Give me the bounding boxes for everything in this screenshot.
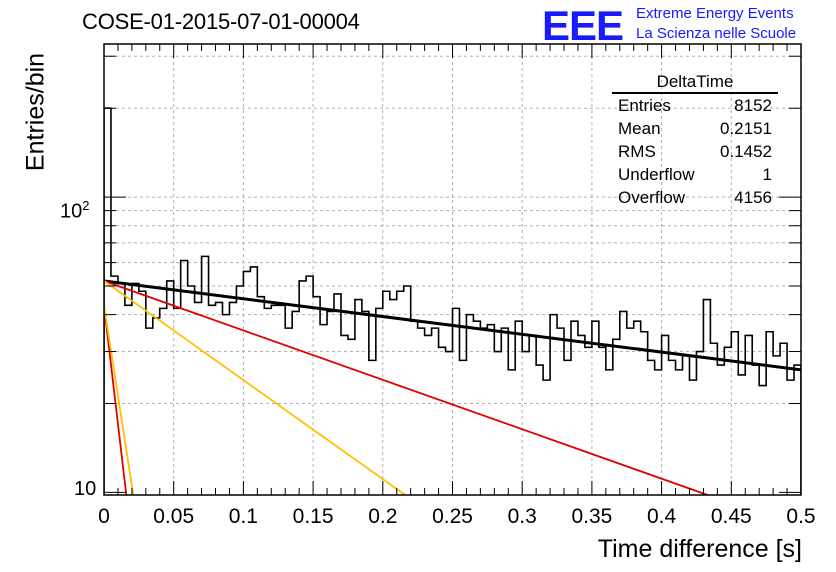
logo-caption-line2: La Scienza nelle Scuole <box>636 25 797 42</box>
x-tick-label: 0.3 <box>508 505 537 528</box>
stats-box: DeltaTime Entries 8152 Mean 0.2151 RMS 0.14… <box>612 72 778 209</box>
stats-value: 0.1452 <box>720 142 772 161</box>
fit-line-medium <box>104 280 406 495</box>
stats-value: 0.2151 <box>720 119 772 138</box>
x-axis-label: Time difference [s] <box>597 535 802 563</box>
logo-caption-line1: Extreme Energy Events <box>636 5 794 22</box>
stats-row-entries: Entries 8152 <box>612 94 778 117</box>
y-axis-label: Entries/bin <box>21 52 50 172</box>
fit-line-total <box>104 279 801 372</box>
fit-line-slow <box>104 280 708 495</box>
fit-line-fast-red <box>104 305 128 495</box>
fit-line-fast-orange <box>104 305 135 495</box>
stats-row-underflow: Underflow 1 <box>612 163 778 186</box>
x-tick-label: 0.25 <box>432 505 473 528</box>
x-tick-label: 0.15 <box>293 505 334 528</box>
x-tick-label: 0.4 <box>647 505 677 528</box>
x-tick-label: 0.45 <box>711 505 752 528</box>
stats-label: Entries <box>618 96 671 115</box>
stats-label: RMS <box>618 142 656 161</box>
plot-title: COSE-01-2015-07-01-00004 <box>82 9 360 34</box>
x-tick-label: 0.35 <box>571 505 612 528</box>
x-tick-label: 0.5 <box>786 505 815 528</box>
x-tick-label: 0.05 <box>153 505 194 528</box>
x-tick-label: 0 <box>98 505 110 528</box>
stats-label: Overflow <box>618 188 686 207</box>
stats-value: 4156 <box>734 188 772 207</box>
logo-caption: Extreme Energy Events La Scienza nelle S… <box>636 4 796 44</box>
y-tick-label: 10 <box>74 478 97 500</box>
stats-value: 1 <box>762 165 772 184</box>
eee-logo: EEE <box>542 2 624 49</box>
stats-row-overflow: Overflow 4156 <box>612 186 778 209</box>
y-tick-label: 102 <box>60 198 90 223</box>
stats-label: Underflow <box>618 165 695 184</box>
stats-row-mean: Mean 0.2151 <box>612 117 778 140</box>
stats-title: DeltaTime <box>612 72 778 94</box>
x-tick-label: 0.1 <box>229 505 258 528</box>
stats-row-rms: RMS 0.1452 <box>612 140 778 163</box>
stats-value: 8152 <box>734 96 772 115</box>
x-tick-label: 0.2 <box>368 505 397 528</box>
stats-label: Mean <box>618 119 661 138</box>
